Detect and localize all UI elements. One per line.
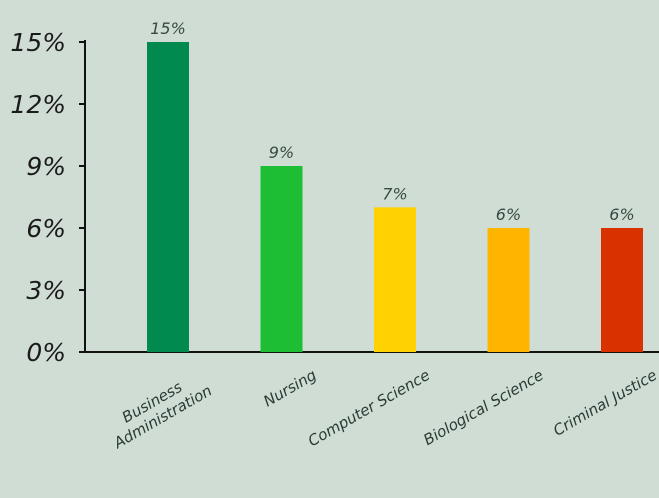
y-tick-label: 15% [10,28,66,57]
y-axis: 0% 3% 6% 9% 12% 15% [10,28,659,367]
bar [260,166,303,352]
y-tick-label: 6% [26,214,66,243]
y-tick-label: 3% [26,276,66,305]
data-label: 6% [609,205,634,224]
x-tick-label: Criminal Justice [550,366,659,440]
x-tick-label: Biological Science [420,366,546,449]
bar [487,228,530,352]
data-label: 6% [496,205,521,224]
x-tick-label-line: Criminal Justice [550,366,659,440]
x-tick-label-line: Biological Science [420,366,546,449]
bar [601,228,643,352]
bars [147,42,643,352]
y-tick-label: 9% [26,152,66,181]
data-label: 7% [382,184,407,203]
bar [147,42,189,352]
x-tick-label-line: Nursing [260,366,319,411]
y-tick-label: 12% [10,90,66,119]
x-tick-label: Computer Science [305,366,433,450]
x-tick-label-line: Computer Science [305,366,433,450]
y-tick-label: 0% [26,338,66,367]
bar [374,207,416,352]
x-tick-label: BusinessAdministration [101,366,215,453]
data-labels: 15% 9% 7% 6% 6% [150,19,634,224]
data-label: 15% [150,19,186,38]
data-label: 9% [269,143,294,162]
x-tick-label: Nursing [260,366,319,411]
